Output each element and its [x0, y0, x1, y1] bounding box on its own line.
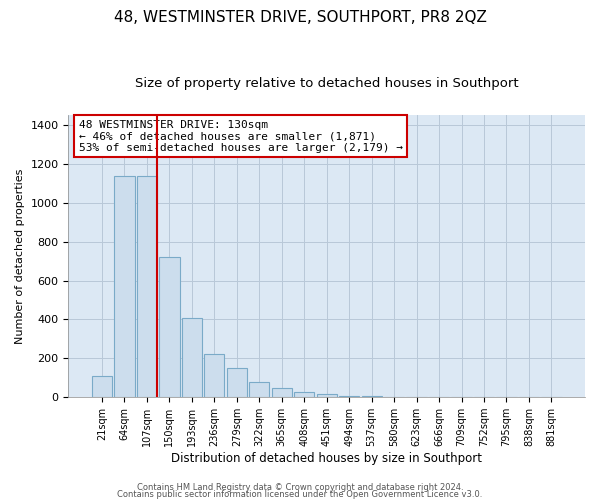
Text: Contains HM Land Registry data © Crown copyright and database right 2024.: Contains HM Land Registry data © Crown c…	[137, 484, 463, 492]
Text: 48 WESTMINSTER DRIVE: 130sqm
← 46% of detached houses are smaller (1,871)
53% of: 48 WESTMINSTER DRIVE: 130sqm ← 46% of de…	[79, 120, 403, 152]
Bar	[227, 368, 247, 397]
Bar	[272, 388, 292, 397]
Bar	[294, 392, 314, 397]
Bar	[249, 382, 269, 397]
Bar	[137, 176, 157, 397]
Bar	[92, 376, 112, 397]
Bar	[159, 257, 179, 397]
Bar	[182, 318, 202, 397]
Title: Size of property relative to detached houses in Southport: Size of property relative to detached ho…	[135, 78, 518, 90]
Bar	[317, 394, 337, 397]
Bar	[362, 396, 382, 397]
Text: Contains public sector information licensed under the Open Government Licence v3: Contains public sector information licen…	[118, 490, 482, 499]
Bar	[429, 396, 449, 397]
Bar	[339, 396, 359, 397]
Bar	[204, 354, 224, 397]
X-axis label: Distribution of detached houses by size in Southport: Distribution of detached houses by size …	[171, 452, 482, 465]
Text: 48, WESTMINSTER DRIVE, SOUTHPORT, PR8 2QZ: 48, WESTMINSTER DRIVE, SOUTHPORT, PR8 2Q…	[113, 10, 487, 25]
Bar	[115, 176, 134, 397]
Y-axis label: Number of detached properties: Number of detached properties	[15, 168, 25, 344]
